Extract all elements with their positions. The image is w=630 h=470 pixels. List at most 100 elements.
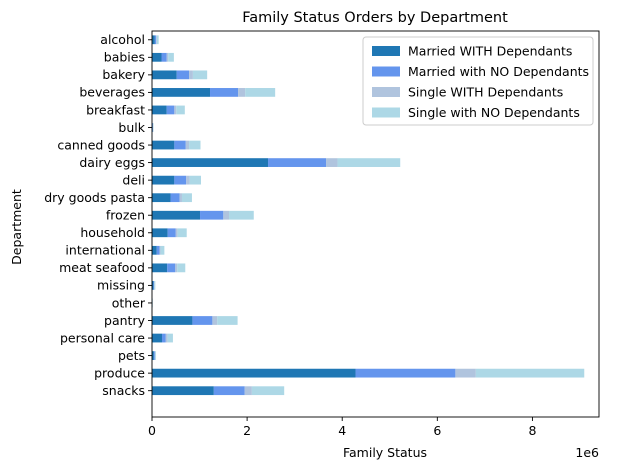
bar-dry-goods-pasta-series-4 [181, 193, 192, 203]
bar-dry-goods-pasta-series-2 [170, 193, 180, 203]
legend-label-4: Single with NO Dependants [408, 105, 580, 120]
bar-babies-series-2 [161, 52, 167, 62]
bar-bakery-series-1 [152, 70, 177, 80]
bar-household-series-2 [167, 228, 176, 238]
bar-missing-series-1 [152, 281, 154, 290]
bar-canned-goods-series-2 [174, 140, 186, 150]
bar-bakery-series-2 [176, 70, 190, 80]
bar-dairy-eggs-series-4 [337, 158, 401, 167]
y-tick-label-pets: pets [118, 348, 145, 363]
bar-breakfast-series-1 [152, 105, 167, 115]
y-axis-label: Department [9, 189, 24, 265]
legend-swatch-3 [372, 87, 400, 97]
y-tick-label-international: international [65, 243, 145, 258]
bar-international-series-1 [152, 245, 157, 255]
legend-swatch-2 [372, 66, 400, 77]
bar-alcohol-series-2 [154, 35, 157, 45]
y-tick-label-other: other [112, 295, 146, 310]
bar-frozen-series-1 [152, 210, 201, 220]
bar-frozen-series-4 [229, 210, 254, 220]
y-tick-label-meat-seafood: meat seafood [59, 260, 145, 275]
y-tick-label-deli: deli [122, 172, 145, 187]
bar-dairy-eggs-series-2 [268, 158, 327, 167]
bar-missing-series-4 [154, 281, 156, 290]
bar-frozen-series-3 [223, 210, 230, 220]
y-tick-label-bulk: bulk [118, 120, 145, 135]
x-axis-offset-label: 1e6 [575, 445, 599, 460]
bar-personal-care-series-2 [161, 333, 166, 343]
y-tick-label-breakfast: breakfast [86, 102, 145, 117]
bar-beverages-series-2 [210, 88, 239, 97]
bar-babies-series-3 [166, 52, 169, 62]
bar-beverages-series-4 [245, 88, 276, 97]
y-tick-label-canned-goods: canned goods [57, 137, 145, 152]
bar-canned-goods-series-1 [152, 140, 175, 150]
plot-frame [151, 30, 600, 418]
bar-breakfast-series-4 [176, 105, 185, 115]
y-tick-label-alcohol: alcohol [100, 32, 145, 47]
bar-canned-goods-series-3 [185, 140, 190, 150]
bar-bakery-series-3 [189, 70, 193, 80]
bar-international-series-4 [160, 245, 165, 255]
x-tick-label-4: 8 [528, 423, 536, 438]
bar-pantry-series-2 [192, 316, 213, 325]
bar-alcohol-series-4 [156, 35, 159, 45]
bar-international-series-3 [159, 245, 161, 255]
y-tick-label-dry-goods-pasta: dry goods pasta [44, 190, 145, 205]
bar-produce-series-4 [475, 368, 585, 378]
bar-babies-series-1 [152, 52, 162, 62]
y-tick-label-pantry: pantry [104, 313, 146, 328]
bar-dairy-eggs-series-3 [326, 158, 338, 167]
bar-beverages-series-3 [238, 88, 246, 97]
bar-produce-series-1 [152, 368, 356, 378]
legend-frame [362, 36, 594, 126]
bar-household-series-1 [152, 228, 168, 238]
y-tick-label-personal-care: personal care [60, 330, 145, 345]
y-tick-label-household: household [80, 225, 145, 240]
bar-frozen-series-2 [200, 210, 224, 220]
bar-pantry-series-1 [152, 316, 193, 325]
bars-layer [152, 35, 585, 396]
bar-produce-series-3 [455, 368, 476, 378]
x-tick-label-0: 0 [148, 423, 156, 438]
bar-international-series-2 [156, 245, 160, 255]
bar-snacks-series-4 [251, 386, 285, 396]
bar-meat-seafood-series-3 [175, 263, 178, 273]
x-axis-label: Family Status [343, 445, 427, 460]
y-tick-label-dairy-eggs: dairy eggs [79, 155, 145, 170]
bar-pantry-series-4 [217, 316, 238, 325]
x-tick-label-3: 6 [433, 423, 441, 438]
bar-snacks-series-1 [152, 386, 214, 396]
y-tick-label-babies: babies [104, 50, 145, 65]
bar-dairy-eggs-series-1 [152, 158, 269, 167]
bar-beverages-series-1 [152, 88, 211, 97]
bar-deli-series-2 [174, 175, 187, 185]
bar-breakfast-series-3 [174, 105, 177, 115]
bar-dry-goods-pasta-series-3 [179, 193, 182, 203]
bar-household-series-4 [177, 228, 187, 238]
bar-deli-series-4 [189, 175, 201, 185]
legend-label-3: Single WITH Dependants [408, 85, 563, 100]
bar-personal-care-series-3 [165, 333, 168, 343]
bar-pets-series-4 [155, 351, 157, 360]
y-tick-label-frozen: frozen [106, 208, 145, 223]
bar-meat-seafood-series-4 [177, 263, 186, 273]
bar-meat-seafood-series-1 [152, 263, 168, 273]
bar-breakfast-series-2 [166, 105, 175, 115]
y-tick-label-bakery: bakery [102, 67, 145, 82]
x-tick-label-2: 4 [338, 423, 346, 438]
y-axis: alcohol babies bakery beverages breakfast bul… [44, 32, 152, 398]
y-tick-label-produce: produce [94, 365, 145, 380]
bar-personal-care-series-4 [167, 333, 173, 343]
bar-dry-goods-pasta-series-1 [152, 193, 171, 203]
bar-alcohol-series-1 [152, 35, 155, 45]
legend: Married WITH Dependants Married with NO D… [362, 36, 594, 126]
bar-bakery-series-4 [192, 70, 208, 80]
x-axis: 0 2 4 6 8 [148, 417, 536, 438]
bar-pets-series-1 [152, 351, 154, 360]
bar-deli-series-3 [186, 175, 190, 185]
bar-babies-series-4 [168, 52, 174, 62]
bar-canned-goods-series-4 [189, 140, 201, 150]
